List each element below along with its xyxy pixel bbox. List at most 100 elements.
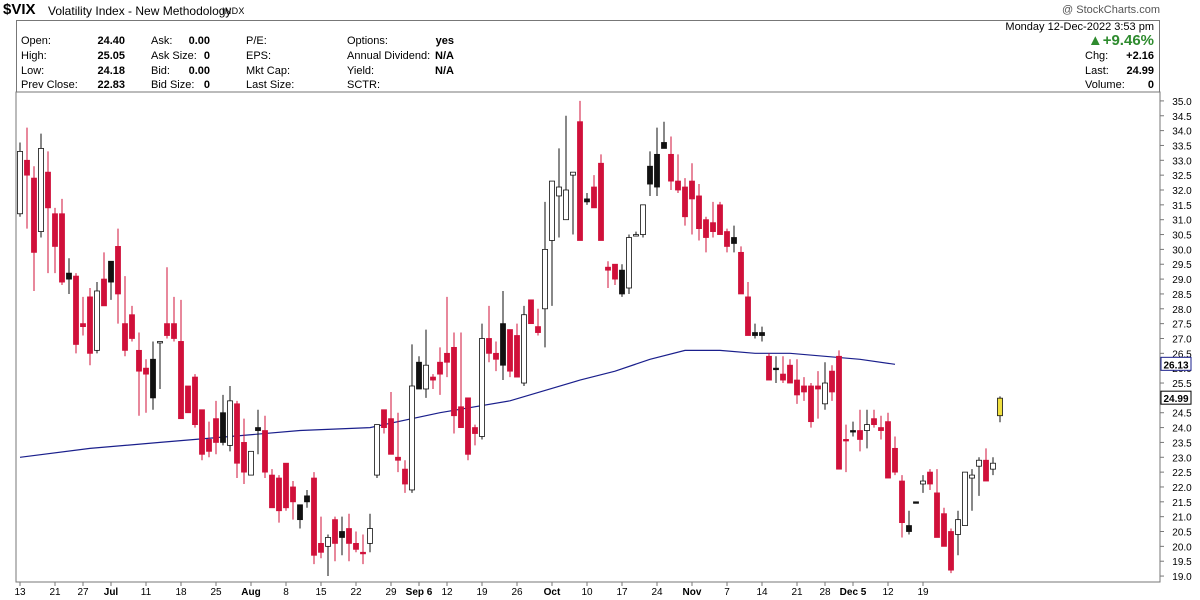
candle	[87, 288, 93, 366]
candle	[766, 353, 772, 381]
candle-body	[605, 266, 611, 271]
candle-body	[997, 397, 1003, 417]
candle-body	[647, 165, 653, 185]
bid-label: Bid:	[151, 65, 170, 77]
candle	[31, 166, 37, 291]
y-tick-label: 22.0	[1172, 483, 1192, 494]
moving-average-line	[19, 349, 896, 458]
x-tick-label: 11	[141, 587, 152, 598]
candle	[437, 347, 443, 395]
candle	[591, 175, 597, 209]
y-tick-label: 31.5	[1172, 201, 1192, 212]
candle-body	[465, 397, 471, 455]
candle	[689, 163, 695, 235]
candle-body	[556, 186, 562, 197]
candle	[346, 513, 352, 562]
y-tick-label: 24.5	[1172, 409, 1192, 420]
candle-body	[437, 361, 443, 375]
candle-body	[570, 171, 576, 176]
candle	[269, 469, 275, 509]
candle-body	[416, 361, 422, 390]
y-tick-label: 21.5	[1172, 498, 1192, 509]
y-tick-label: 25.5	[1172, 379, 1192, 390]
candle	[381, 409, 387, 434]
ma-value-tag-text: 26.13	[1163, 360, 1188, 371]
candle	[682, 178, 688, 226]
candle-body	[178, 341, 184, 420]
candle-body	[220, 412, 226, 443]
candle	[633, 231, 639, 237]
candle-body	[962, 471, 968, 526]
candle	[402, 460, 408, 493]
y-tick-label: 33.5	[1172, 141, 1192, 152]
x-tick-label: 14	[756, 587, 768, 598]
candle	[66, 258, 72, 294]
candle-body	[787, 364, 793, 384]
candle	[864, 409, 870, 449]
candle-body	[521, 314, 527, 384]
last-value: 24.99	[1126, 65, 1154, 77]
volume-value: 0	[1147, 79, 1154, 91]
x-tick-label: 17	[616, 587, 628, 598]
candle-body	[248, 450, 254, 476]
candle-body	[24, 159, 30, 176]
candle-body	[976, 459, 982, 467]
candle-body	[213, 418, 219, 443]
candle	[108, 260, 114, 300]
candle	[836, 350, 842, 470]
candle	[374, 424, 380, 479]
candle	[262, 415, 268, 479]
candle-body	[164, 323, 170, 336]
candle	[122, 276, 128, 357]
candle	[885, 412, 891, 479]
x-tick-label: Oct	[544, 587, 561, 598]
candle-body	[290, 486, 296, 503]
candle-body	[325, 537, 331, 547]
candle	[143, 359, 149, 413]
candle	[801, 377, 807, 401]
candle-body	[668, 153, 674, 182]
candle-body	[766, 355, 772, 381]
high-label: High:	[21, 50, 47, 62]
y-tick-label: 30.5	[1172, 231, 1192, 242]
open-label: Open:	[21, 35, 51, 47]
candle-body	[206, 439, 212, 452]
candle-body	[479, 338, 485, 437]
candle-body	[773, 367, 779, 371]
candle-body	[724, 231, 730, 247]
candle-body	[577, 121, 583, 241]
candle-body	[654, 153, 660, 188]
candle	[927, 469, 933, 490]
candle-body	[262, 430, 268, 473]
candle	[311, 472, 317, 565]
candle	[696, 184, 702, 241]
candle	[234, 400, 240, 479]
candle-body	[458, 406, 464, 428]
sctr-label: SCTR:	[347, 79, 380, 91]
candle-body	[843, 439, 849, 442]
candle	[703, 216, 709, 253]
candle	[808, 383, 814, 428]
candle	[878, 415, 884, 440]
candle	[549, 180, 555, 306]
candle-body	[283, 462, 289, 509]
y-tick-label: 29.0	[1172, 275, 1192, 286]
candle-body	[822, 382, 828, 405]
copyright-label: @ StockCharts.com	[1062, 4, 1160, 16]
candle	[304, 489, 310, 508]
candle-body	[493, 352, 499, 360]
prev-close-value: 22.83	[97, 79, 125, 91]
candle-body	[710, 222, 716, 232]
y-tick-label: 23.0	[1172, 453, 1192, 464]
candle	[661, 121, 667, 149]
candle-body	[948, 531, 954, 571]
candle	[962, 471, 968, 526]
last-price-tag-text: 24.99	[1163, 394, 1188, 405]
candle-body	[626, 237, 632, 289]
bid-value: 0.00	[188, 65, 210, 77]
candle	[150, 341, 156, 410]
candle-body	[983, 459, 989, 482]
candle-body	[836, 355, 842, 470]
candle	[38, 133, 44, 238]
candle-body	[913, 501, 919, 504]
